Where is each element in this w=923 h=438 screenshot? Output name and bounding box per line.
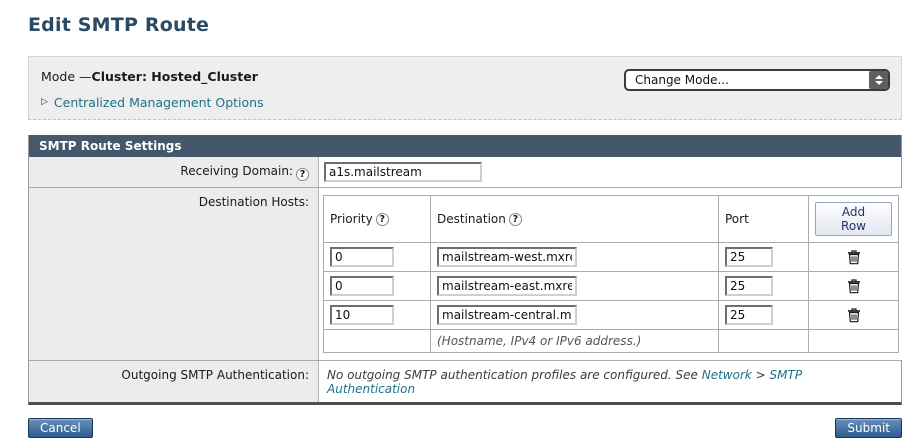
destination-hosts-value-cell: Priority? Destination? Port Add Row <box>319 188 903 360</box>
help-icon[interactable]: ? <box>508 212 522 226</box>
help-icon[interactable]: ? <box>296 168 309 181</box>
smtp-authentication-link[interactable]: SMTP Authentication <box>327 368 803 396</box>
change-mode-selected-value: Change Mode... <box>635 73 729 87</box>
destination-hosts-row: Destination Hosts: Priority? Destination… <box>29 187 903 360</box>
add-row-cell: Add Row <box>809 196 898 242</box>
destination-input[interactable] <box>437 247 577 267</box>
select-stepper-icon <box>869 71 888 89</box>
receiving-domain-value-cell <box>319 157 901 187</box>
port-input[interactable] <box>725 305 773 325</box>
destination-hosts-label: Destination Hosts: <box>198 195 309 209</box>
mode-box: Mode —Cluster: Hosted_Cluster ▷ Centrali… <box>28 56 902 120</box>
collapse-arrow-icon[interactable]: ▷ <box>41 97 48 107</box>
destination-host-row-1 <box>324 242 898 271</box>
trash-icon <box>847 249 860 264</box>
delete-row-button[interactable] <box>847 278 861 294</box>
section-header: SMTP Route Settings <box>29 135 901 157</box>
mode-line: Mode —Cluster: Hosted_Cluster <box>41 69 264 84</box>
cancel-button[interactable]: Cancel <box>28 418 93 438</box>
add-row-button[interactable]: Add Row <box>815 202 892 236</box>
receiving-domain-label-cell: Receiving Domain:? <box>29 157 319 187</box>
priority-input[interactable] <box>330 247 394 267</box>
hostname-hint: (Hostname, IPv4 or IPv6 address.) <box>431 330 719 352</box>
destination-hosts-header-row: Priority? Destination? Port Add Row <box>324 196 898 242</box>
smtp-route-settings-table: SMTP Route Settings Receiving Domain:? D… <box>28 135 903 405</box>
mode-box-left: Mode —Cluster: Hosted_Cluster ▷ Centrali… <box>41 69 264 110</box>
empty-cell <box>324 330 431 352</box>
port-column-header: Port <box>719 196 809 242</box>
port-input[interactable] <box>725 276 773 296</box>
priority-header-label: Priority <box>330 212 373 226</box>
delete-row-button[interactable] <box>847 249 861 265</box>
outgoing-smtp-auth-label: Outgoing SMTP Authentication: <box>121 368 309 382</box>
submit-button[interactable]: Submit <box>835 418 902 438</box>
page-title: Edit SMTP Route <box>28 14 210 36</box>
trash-icon <box>847 278 860 293</box>
destination-host-row-2 <box>324 271 898 300</box>
outgoing-smtp-auth-row: Outgoing SMTP Authentication: No outgoin… <box>29 360 901 402</box>
receiving-domain-row: Receiving Domain:? <box>29 157 901 187</box>
priority-input[interactable] <box>330 305 394 325</box>
destination-hosts-label-cell: Destination Hosts: <box>29 188 319 360</box>
empty-cell <box>809 330 898 352</box>
port-header-label: Port <box>725 212 749 226</box>
footer: Cancel Submit <box>28 418 902 438</box>
trash-icon <box>847 307 860 322</box>
help-icon[interactable]: ? <box>375 212 389 226</box>
centralized-management-options-link[interactable]: Centralized Management Options <box>53 95 264 110</box>
receiving-domain-input[interactable] <box>324 162 482 182</box>
priority-column-header: Priority? <box>324 196 431 242</box>
destination-hosts-table: Priority? Destination? Port Add Row <box>323 195 899 353</box>
change-mode-select[interactable]: Change Mode... <box>624 69 890 91</box>
destination-header-label: Destination <box>437 212 506 226</box>
destination-input[interactable] <box>437 276 577 296</box>
empty-cell <box>719 330 809 352</box>
outgoing-smtp-auth-text: No outgoing SMTP authentication profiles… <box>327 368 702 382</box>
priority-input[interactable] <box>330 276 394 296</box>
destination-host-row-3 <box>324 300 898 329</box>
receiving-domain-label: Receiving Domain: <box>180 164 293 178</box>
network-link[interactable]: Network <box>701 368 752 382</box>
port-input[interactable] <box>725 247 773 267</box>
centralized-management-row: ▷ Centralized Management Options <box>41 95 264 110</box>
auth-link-separator: > <box>751 368 770 382</box>
arrow-down-icon <box>874 81 883 85</box>
outgoing-smtp-auth-value-cell: No outgoing SMTP authentication profiles… <box>319 361 901 402</box>
page: Edit SMTP Route Mode —Cluster: Hosted_Cl… <box>28 0 903 438</box>
arrow-up-icon <box>874 75 883 79</box>
hostname-hint-row: (Hostname, IPv4 or IPv6 address.) <box>324 329 898 352</box>
mode-label: Mode — <box>41 69 92 84</box>
destination-input[interactable] <box>437 305 577 325</box>
delete-row-button[interactable] <box>847 307 861 323</box>
destination-column-header: Destination? <box>431 196 719 242</box>
mode-value: Cluster: Hosted_Cluster <box>91 69 258 84</box>
outgoing-smtp-auth-label-cell: Outgoing SMTP Authentication: <box>29 361 319 402</box>
